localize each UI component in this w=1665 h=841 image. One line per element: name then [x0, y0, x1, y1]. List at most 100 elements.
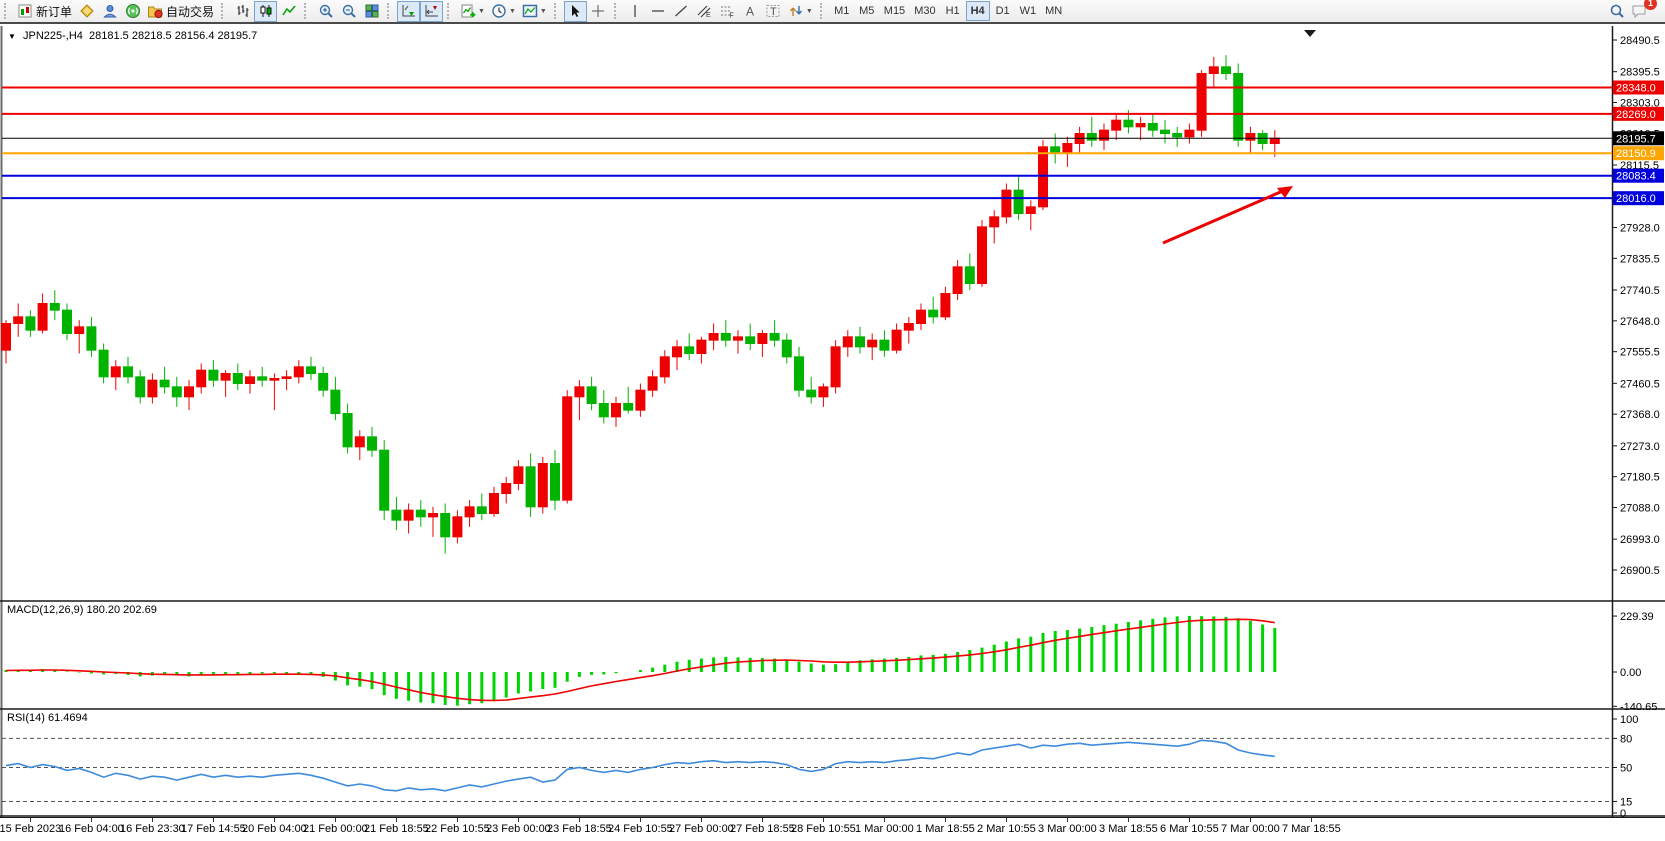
zoom-in-button[interactable]: [314, 1, 337, 22]
candlestick: [781, 339, 792, 358]
candlestick: [1196, 73, 1207, 131]
time-axis-tick: [1128, 818, 1130, 822]
svg-text:E: E: [706, 12, 711, 19]
candlestick: [1086, 133, 1097, 141]
time-axis[interactable]: 15 Feb 2023 16 Feb 04:00 16 Feb 23:30 17 Fe…: [0, 817, 1665, 841]
crosshair-button[interactable]: [587, 1, 610, 22]
toolbar-grip: [819, 3, 827, 19]
periods-button[interactable]: ▼: [488, 1, 519, 22]
axis-tick-label: 28490.5: [1620, 35, 1660, 47]
auto-scroll-icon: [402, 5, 415, 17]
toolbar-grip: [613, 3, 621, 19]
time-axis-tick: [701, 818, 703, 822]
timeframe-button-D1[interactable]: D1: [991, 1, 1015, 21]
candlestick: [940, 293, 951, 318]
timeframe-button-W1[interactable]: W1: [1016, 1, 1041, 21]
axis-tick-label: 80: [1620, 733, 1632, 745]
candlestick: [1221, 66, 1231, 74]
search-button[interactable]: [1605, 1, 1628, 22]
signals-button[interactable]: [121, 1, 144, 22]
chart-shift-icon: [425, 5, 438, 17]
cursor-button[interactable]: [563, 0, 587, 22]
candlestick: [916, 309, 926, 324]
vertical-line-button[interactable]: [624, 1, 647, 22]
text-label-button[interactable]: T: [762, 1, 785, 22]
candlestick: [1269, 137, 1280, 144]
timeframe-button-H4[interactable]: H4: [965, 1, 990, 21]
candlestick: [696, 339, 707, 354]
notification-badge[interactable]: 1: [1644, 0, 1657, 10]
horizontal-line-button[interactable]: [647, 1, 670, 22]
line-chart-button[interactable]: [277, 1, 300, 22]
market-watch-button[interactable]: [75, 1, 98, 22]
timeframe-button-M1[interactable]: M1: [830, 1, 854, 21]
candlestick: [98, 349, 109, 378]
trendline-button[interactable]: [670, 1, 693, 22]
timeframe-button-M30[interactable]: M30: [910, 1, 939, 21]
candlestick: [647, 376, 658, 391]
candlestick: [1099, 129, 1109, 141]
candlestick: [989, 216, 1000, 228]
candlestick: [379, 449, 390, 511]
candlestick: [635, 389, 646, 411]
price-badge: 28348.0: [1616, 83, 1656, 95]
profile-button[interactable]: [98, 1, 121, 22]
indicators-button[interactable]: ▼: [457, 1, 488, 22]
equidistant-channel-button[interactable]: E: [693, 1, 716, 22]
candlestick: [354, 436, 365, 448]
price-badge: 28083.4: [1616, 171, 1656, 183]
candlestick: [147, 379, 158, 398]
crosshair-icon: [592, 5, 605, 17]
search-icon: [1610, 4, 1624, 18]
main-price-chart[interactable]: 28490.528395.528303.028210.528115.527928…: [0, 26, 1665, 602]
arrows-button[interactable]: ▼: [785, 1, 816, 22]
candlestick: [1062, 143, 1073, 154]
timeframe-button-H1[interactable]: H1: [941, 1, 965, 21]
toolbar-grip: [447, 3, 454, 19]
auto-trading-button[interactable]: 自动交易: [144, 1, 217, 22]
tile-windows-button[interactable]: [360, 1, 383, 22]
candlestick: [25, 316, 36, 331]
timeframe-button-M15[interactable]: M15: [880, 1, 909, 21]
text-button[interactable]: A: [739, 1, 762, 22]
time-axis-tick: [152, 818, 154, 822]
candlestick: [281, 376, 292, 380]
fibonacci-button[interactable]: F: [716, 1, 739, 22]
timeframe-button-M5[interactable]: M5: [855, 1, 879, 21]
new-order-label: 新订单: [36, 4, 73, 19]
axis-tick-label: 50: [1620, 763, 1632, 775]
time-axis-tick: [1067, 818, 1069, 822]
time-axis-tick: [30, 818, 32, 822]
chart-shift-marker: [1304, 30, 1316, 37]
candlestick: [537, 463, 548, 508]
time-axis-label: 17 Feb 14:55: [180, 823, 246, 835]
candlestick: [1233, 73, 1244, 141]
candlestick: [13, 316, 24, 325]
new-order-button[interactable]: 新订单: [14, 1, 75, 22]
axis-tick-label: 27555.5: [1620, 347, 1660, 359]
dropdown-arrow-icon: ▼: [539, 7, 547, 15]
time-axis-tick: [457, 818, 459, 822]
bar-chart-button[interactable]: [231, 1, 254, 22]
axis-tick-label: 27928.0: [1620, 223, 1660, 235]
candlestick: [62, 309, 72, 334]
candlestick: [562, 396, 573, 501]
zoom-out-button[interactable]: [337, 1, 360, 22]
dropdown-arrow-icon: ▼: [478, 7, 485, 15]
trend-arrow: [1162, 188, 1286, 245]
rsi-indicator-panel[interactable]: 100 80 50 15 0: [0, 710, 1665, 817]
candlestick: [1001, 189, 1012, 218]
bar-chart-icon: [237, 5, 249, 17]
auto-scroll-button[interactable]: [397, 0, 421, 22]
templates-button[interactable]: ▼: [519, 1, 550, 22]
time-axis-tick: [1006, 818, 1008, 822]
macd-indicator-panel[interactable]: 229.39 0.00 -140.65: [0, 602, 1665, 710]
candlestick: [476, 506, 487, 515]
candlestick: [123, 366, 133, 378]
candlestick-chart-button[interactable]: [254, 0, 278, 22]
price-badge: 28016.0: [1616, 193, 1656, 205]
candlestick: [1013, 189, 1024, 215]
main-chart-svg: 28490.528395.528303.028210.528115.527928…: [0, 26, 1665, 602]
timeframe-button-MN[interactable]: MN: [1041, 1, 1066, 21]
chart-shift-button[interactable]: [420, 0, 444, 22]
